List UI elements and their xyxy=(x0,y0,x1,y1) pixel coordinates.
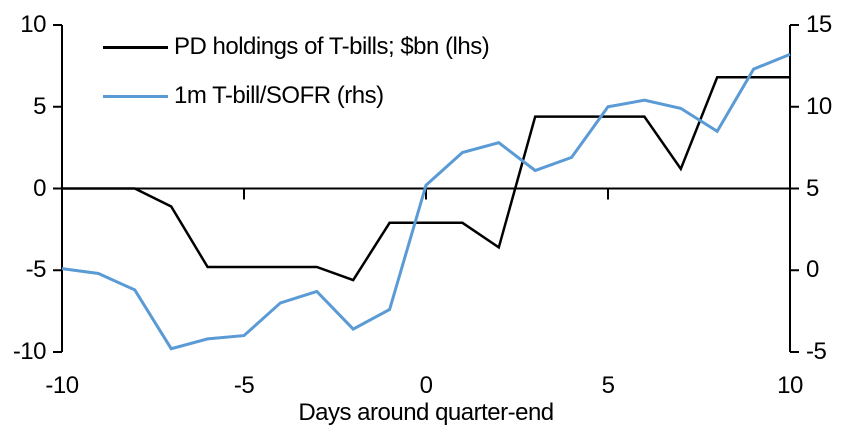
series-line-tbill-sofr xyxy=(61,53,791,351)
x-tick-label: 5 xyxy=(601,372,615,399)
y-left-tick-label: 5 xyxy=(33,92,46,120)
y-right-tick-label: 5 xyxy=(806,174,819,202)
y-left-tick-label: 0 xyxy=(33,174,46,202)
y-right-tick-label: 0 xyxy=(806,256,819,284)
y-left-tick-label: 10 xyxy=(20,11,46,38)
x-tick-label: -5 xyxy=(233,372,255,399)
series-line-pd-holdings xyxy=(62,76,790,282)
y-right-tick-label: 10 xyxy=(806,92,832,120)
y-right-tick-label: 15 xyxy=(806,11,832,38)
y-left-tick-label: -10 xyxy=(12,338,47,365)
legend-line-swatch-pd-holdings xyxy=(103,46,168,49)
legend-line-swatch-tbill-sofr xyxy=(103,95,168,98)
x-tick-label: 0 xyxy=(419,372,433,399)
legend-label-pd-holdings: PD holdings of T-bills; $bn (lhs) xyxy=(174,33,490,60)
y-left-tick-label: -5 xyxy=(25,256,47,284)
x-tick-label: -10 xyxy=(45,372,79,399)
x-tick-label: 10 xyxy=(777,372,803,399)
legend-label-tbill-sofr: 1m T-bill/SOFR (rhs) xyxy=(174,82,384,109)
x-axis-title: Days around quarter-end xyxy=(298,399,554,426)
y-right-tick-label: -5 xyxy=(806,338,827,365)
